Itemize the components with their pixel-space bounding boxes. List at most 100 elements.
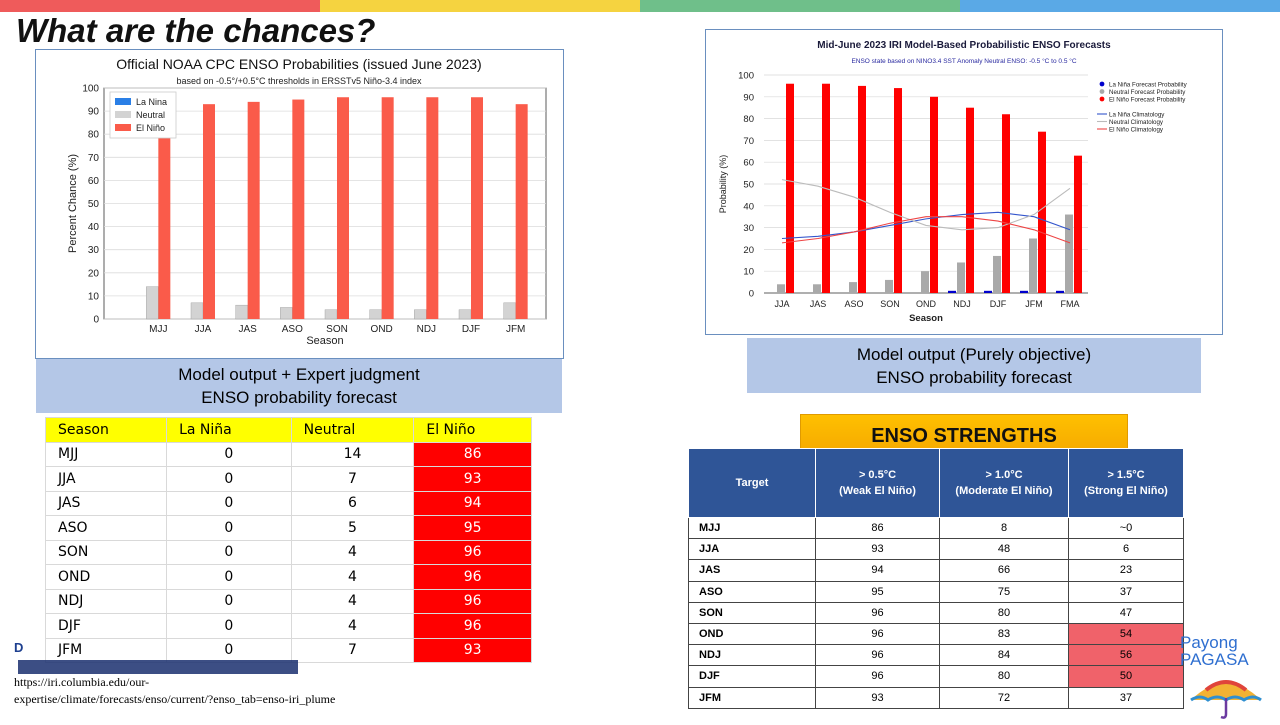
cell-target: ASO (688, 580, 816, 603)
cell-weak: 95 (815, 580, 940, 603)
cell-la-nina: 0 (166, 613, 292, 639)
header-moderate: > 1.0°C (Moderate El Niño) (939, 448, 1069, 518)
cell-la-nina: 0 (166, 637, 292, 663)
cell-la-nina: 0 (166, 564, 292, 590)
x-tick-label: JJA (774, 299, 789, 309)
cell-moderate: 80 (939, 601, 1069, 624)
cell-season: MJJ (44, 441, 168, 467)
y-tick-label: 60 (88, 176, 100, 187)
cell-target: JAS (688, 559, 816, 582)
cell-strong: ~0 (1068, 516, 1184, 540)
cell-season: JAS (44, 490, 168, 516)
cell-strong: 6 (1068, 538, 1184, 561)
x-tick-label: MJJ (149, 324, 167, 335)
cell-el-nino: 86 (413, 441, 532, 467)
climatology-line (781, 179, 1071, 231)
source-url-line-1: https://iri.columbia.edu/our- (14, 675, 150, 689)
cell-la-nina: 0 (166, 588, 292, 614)
x-tick-label: JFM (506, 324, 525, 335)
left-caption: Model output + Expert judgment ENSO prob… (36, 359, 562, 413)
cell-target: MJJ (688, 516, 816, 540)
cell-la-nina: 0 (166, 490, 292, 516)
table-row: NDJ 96 84 56 (688, 644, 1184, 667)
y-tick-label: 70 (743, 136, 754, 147)
top-bar-blue (960, 0, 1280, 12)
cell-weak: 86 (815, 516, 940, 540)
bar-la-nina (1056, 290, 1064, 293)
bar-el-nino (337, 97, 349, 319)
cell-neutral: 4 (290, 613, 415, 639)
x-tick-label: DJF (462, 324, 480, 335)
x-tick-label: JFM (1025, 299, 1043, 309)
x-tick-label: ASO (282, 324, 303, 335)
y-tick-label: 60 (743, 158, 754, 169)
climatology-line (781, 211, 1071, 240)
cell-season: JFM (44, 637, 168, 663)
cell-strong: 37 (1068, 580, 1184, 603)
pagasa-logo-bar (18, 660, 298, 674)
header-la-nina: La Niña (166, 417, 292, 443)
bar-el-nino (966, 107, 974, 293)
cell-moderate: 80 (939, 665, 1069, 688)
cell-el-nino: 96 (413, 564, 532, 590)
bar-el-nino (786, 83, 794, 293)
x-tick-label: JJA (195, 324, 212, 335)
table-header-row: Season La Niña Neutral El Niño (44, 417, 532, 443)
y-tick-label: 10 (743, 267, 754, 278)
cell-target: OND (688, 622, 816, 646)
header-moderate-label: (Moderate El Niño) (955, 485, 1053, 497)
bar-la-nina (984, 290, 992, 293)
y-tick-label: 40 (88, 222, 100, 233)
legend-label: La Niña Climatology (1109, 112, 1165, 119)
bar-neutral (1029, 238, 1037, 293)
bar-la-nina (1020, 290, 1028, 293)
header-strong: > 1.5°C (Strong El Niño) (1068, 448, 1184, 518)
table-row: ASO 0 5 95 (44, 515, 532, 541)
bar-neutral (993, 255, 1001, 293)
bar-el-nino (894, 88, 902, 293)
bar-el-nino (381, 97, 394, 319)
y-tick-label: 100 (82, 84, 99, 95)
y-tick-label: 20 (88, 268, 100, 279)
bar-el-nino (930, 96, 938, 293)
bar-el-nino (247, 101, 260, 319)
x-axis-label: Season (306, 335, 343, 347)
legend-label: Neutral (136, 110, 165, 120)
bar-neutral (1065, 214, 1073, 293)
cell-strong: 50 (1068, 665, 1184, 688)
legend-swatch (115, 111, 131, 118)
cell-neutral: 4 (290, 539, 415, 565)
cell-weak: 93 (815, 686, 940, 709)
source-url[interactable]: https://iri.columbia.edu/our- expertise/… (14, 674, 335, 708)
header-weak-label: (Weak El Niño) (839, 485, 916, 497)
bar-el-nino (1038, 131, 1046, 293)
cpc-chart-panel: Official NOAA CPC ENSO Probabilities (is… (35, 49, 564, 359)
y-tick-label: 0 (749, 289, 754, 300)
legend-marker (1099, 96, 1105, 102)
bar-neutral (414, 309, 427, 320)
table-row: JJA 0 7 93 (44, 466, 532, 492)
legend-label: La Niña Forecast Probability (1109, 82, 1188, 89)
iri-probability-chart: Mid-June 2023 IRI Model-Based Probabilis… (718, 40, 1188, 324)
table-row: NDJ 0 4 96 (44, 588, 532, 614)
bar-el-nino (1074, 155, 1082, 293)
cell-target: NDJ (688, 644, 816, 667)
bar-neutral (957, 262, 965, 293)
payong-pagasa-logo-line-1: Payong (1180, 633, 1238, 652)
header-target: Target (688, 448, 816, 518)
legend-label: El Niño (136, 123, 165, 133)
cell-neutral: 6 (290, 490, 415, 516)
y-tick-label: 90 (88, 107, 100, 118)
header-el-nino: El Niño (413, 417, 532, 443)
cpc-probability-chart: Official NOAA CPC ENSO Probabilities (is… (67, 56, 547, 347)
right-caption: Model output (Purely objective) ENSO pro… (747, 338, 1201, 393)
header-strong-threshold: > 1.5°C (1107, 469, 1145, 481)
bar-el-nino (858, 85, 866, 294)
cell-weak: 96 (815, 665, 940, 688)
y-tick-label: 50 (743, 180, 754, 191)
table-row: JJA 93 48 6 (688, 538, 1184, 561)
x-tick-label: FMA (1061, 299, 1080, 309)
bar-neutral (849, 282, 857, 293)
cell-el-nino: 96 (413, 613, 532, 639)
y-axis-label: Percent Chance (%) (67, 154, 79, 253)
